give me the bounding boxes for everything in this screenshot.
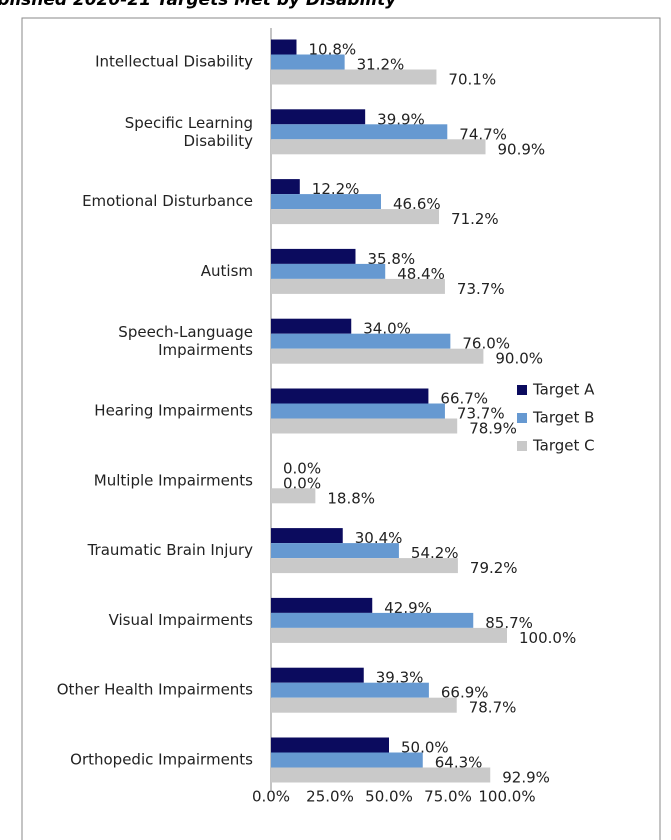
bar (271, 627, 507, 643)
data-label: 66.7% (440, 390, 488, 408)
data-label: 66.9% (441, 684, 489, 702)
data-label: 0.0% (283, 474, 321, 492)
x-tick-label: 25.0% (306, 788, 354, 806)
y-tick-label: Specific Learning Disability (125, 113, 253, 149)
chart-border (21, 17, 661, 840)
bar (271, 54, 345, 70)
data-label: 10.8% (308, 41, 356, 59)
data-label: 78.7% (469, 699, 517, 717)
bar (271, 752, 423, 768)
data-label: 90.9% (498, 140, 546, 158)
data-label: 100.0% (519, 629, 576, 647)
bar (271, 682, 429, 698)
data-label: 0.0% (283, 459, 321, 477)
bar (271, 39, 297, 55)
y-tick-label: Visual Impairments (109, 611, 254, 629)
y-tick-label: Traumatic Brain Injury (87, 541, 254, 559)
y-tick-label: Other Health Impairments (57, 681, 253, 699)
data-label: 71.2% (451, 210, 499, 228)
bar (271, 194, 381, 210)
data-label: 78.9% (469, 420, 517, 438)
bar (271, 612, 474, 628)
bar (271, 418, 458, 434)
data-label: 48.4% (397, 265, 445, 283)
x-tick-label: 100.0% (478, 788, 535, 806)
legend-label: Target A (532, 381, 595, 399)
data-label: 92.9% (502, 769, 550, 787)
data-label: 73.7% (457, 280, 505, 298)
bar (271, 333, 451, 349)
bar (271, 597, 373, 613)
bar (271, 348, 484, 364)
y-tick-label: Autism (201, 262, 253, 280)
bar (271, 109, 366, 125)
bar (271, 124, 448, 140)
y-tick-label: Emotional Disturbance (82, 192, 253, 210)
data-label: 35.8% (367, 250, 415, 268)
x-tick-label: 50.0% (365, 788, 413, 806)
data-label: 30.4% (355, 529, 403, 547)
data-label: 79.2% (470, 559, 518, 577)
legend-label: Target C (532, 437, 595, 455)
data-label: 34.0% (363, 320, 411, 338)
bar (271, 403, 445, 419)
y-tick-label: Speech-Language Impairments (118, 323, 253, 359)
bar (271, 318, 352, 334)
bar (271, 737, 389, 753)
legend-swatch (517, 441, 527, 451)
data-label: 42.9% (384, 599, 432, 617)
y-tick-label: Orthopedic Impairments (70, 751, 253, 769)
bar (271, 278, 445, 294)
x-tick-label: 75.0% (424, 788, 472, 806)
bar (271, 209, 440, 225)
bar (271, 767, 491, 783)
data-label: 39.9% (377, 110, 425, 128)
data-label: 90.0% (495, 350, 543, 368)
y-tick-label: Intellectual Disability (95, 53, 253, 71)
bar (271, 488, 316, 504)
data-label: 18.8% (327, 489, 375, 507)
bar (271, 543, 399, 559)
bar (271, 558, 458, 574)
data-label: 31.2% (357, 56, 405, 74)
legend-label: Target B (532, 409, 594, 427)
legend-swatch (517, 385, 527, 395)
bar (271, 388, 429, 404)
bar (271, 697, 457, 713)
data-label: 64.3% (435, 754, 483, 772)
data-label: 76.0% (462, 335, 510, 353)
chart-title: Established 2020-21 Targets Met by Disab… (0, 0, 397, 10)
y-tick-label: Hearing Impairments (94, 402, 253, 420)
data-label: 12.2% (312, 180, 360, 198)
legend-swatch (517, 413, 527, 423)
bar (271, 263, 386, 279)
data-label: 46.6% (393, 195, 441, 213)
bar (271, 69, 437, 85)
data-label: 54.2% (411, 544, 459, 562)
data-label: 85.7% (485, 614, 533, 632)
bar (271, 139, 486, 155)
data-label: 70.1% (448, 71, 496, 89)
bar (271, 667, 364, 683)
bar (271, 179, 300, 195)
bar (271, 528, 343, 544)
data-label: 74.7% (459, 125, 507, 143)
x-tick-label: 0.0% (252, 788, 290, 806)
data-label: 39.3% (376, 669, 424, 687)
y-tick-label: Multiple Impairments (94, 471, 253, 489)
data-label: 50.0% (401, 739, 449, 757)
data-label: 73.7% (457, 405, 505, 423)
bar (271, 248, 356, 264)
